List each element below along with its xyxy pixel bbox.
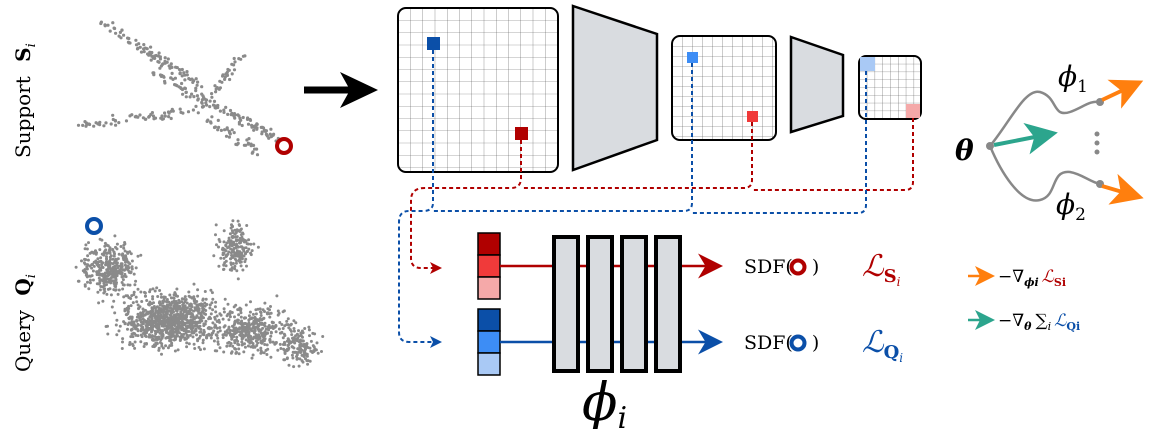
svg-text:SDF(): SDF(): [744, 256, 819, 278]
phi2-label: ϕ2: [1056, 188, 1086, 225]
query-label: Query Qi: [11, 274, 39, 372]
support-feature-links: [410, 118, 914, 269]
query-point-cloud: [74, 219, 325, 369]
legend: −∇ϕi ℒSi −∇θ ∑i ℒQi: [968, 266, 1080, 333]
support-point-cloud: [76, 20, 282, 157]
query-sdf-output: SDF(): [744, 332, 819, 354]
support-label: Support Si: [11, 43, 39, 158]
encoder-block-2: [789, 35, 845, 134]
svg-text:SDF(): SDF(): [744, 332, 819, 354]
query-feature-links: [398, 50, 867, 343]
feature-grid-small: [858, 55, 922, 120]
decoder-label: ϕi: [582, 373, 627, 429]
query-marker-icon: [85, 217, 103, 235]
query-feature-vector: [477, 308, 501, 376]
feature-grid-medium: [671, 35, 777, 141]
query-ring-icon: [789, 334, 807, 352]
svg-text:Query Qi: Query Qi: [11, 274, 39, 372]
support-ring-icon: [789, 258, 807, 276]
query-loss: ℒQi: [862, 325, 903, 365]
parameter-space: [986, 79, 1144, 205]
support-feature-vector: [477, 232, 501, 300]
encoder-block-1: [571, 4, 659, 172]
support-sdf-output: SDF(): [744, 256, 819, 278]
decoder-layers: [552, 235, 682, 373]
support-marker-icon: [275, 137, 293, 155]
feature-grid-large: [397, 7, 559, 173]
theta-label: θ: [955, 134, 974, 167]
support-loss: ℒSi: [862, 249, 901, 289]
phi1-label: ϕ1: [1058, 60, 1088, 97]
svg-text:Support Si: Support Si: [11, 43, 39, 158]
right-arrow-icon: [304, 72, 378, 108]
